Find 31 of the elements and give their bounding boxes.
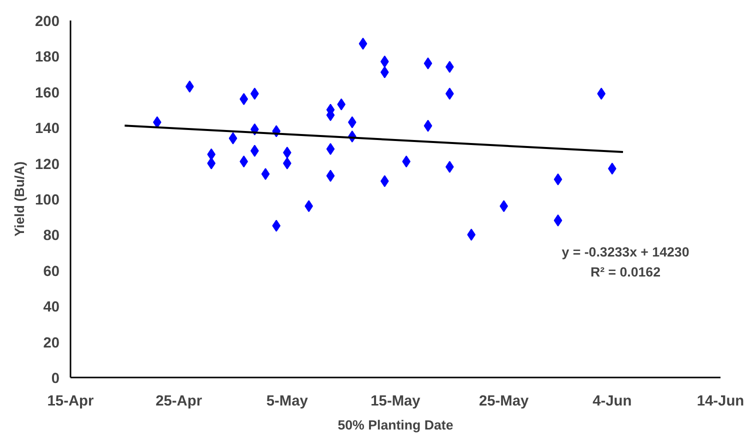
- y-tick-label: 140: [35, 121, 60, 138]
- y-tick-label: 40: [43, 300, 60, 316]
- point: [554, 214, 562, 226]
- y-tick-label: 180: [35, 50, 60, 66]
- y-tick-label: 0: [51, 371, 60, 387]
- x-tick-label: 15-Apr: [47, 394, 94, 410]
- x-tick-label: 5-May: [266, 394, 309, 410]
- point: [326, 170, 335, 182]
- y-tick-label: 60: [43, 264, 60, 280]
- point: [424, 120, 432, 132]
- y-tick-label: 120: [35, 156, 60, 173]
- y-tick-label: 200: [35, 14, 60, 30]
- x-tick-label: 25-May: [478, 394, 530, 410]
- point: [424, 57, 432, 70]
- x-tick-label: 15-May: [370, 394, 422, 410]
- x-tick-label: 25-Apr: [156, 394, 202, 410]
- point: [228, 132, 238, 144]
- x-axis-title: 50% Planting Date: [338, 418, 454, 432]
- y-tick-label: 20: [43, 335, 60, 352]
- annotation: R² = 0.0162: [590, 264, 661, 280]
- point: [358, 38, 368, 50]
- y-tick-label: 80: [43, 228, 60, 244]
- point: [554, 173, 562, 186]
- y-tick-label: 100: [35, 192, 60, 208]
- point: [326, 143, 335, 156]
- point: [261, 168, 270, 180]
- x-tick-label: 14-Jun: [696, 394, 744, 410]
- y-axis-title: Yield (Bu/A): [12, 161, 28, 237]
- annotation: y = -0.3233x + 14230: [562, 244, 690, 260]
- x-tick-label: 4-Jun: [592, 394, 632, 410]
- y-tick-label: 160: [35, 85, 60, 102]
